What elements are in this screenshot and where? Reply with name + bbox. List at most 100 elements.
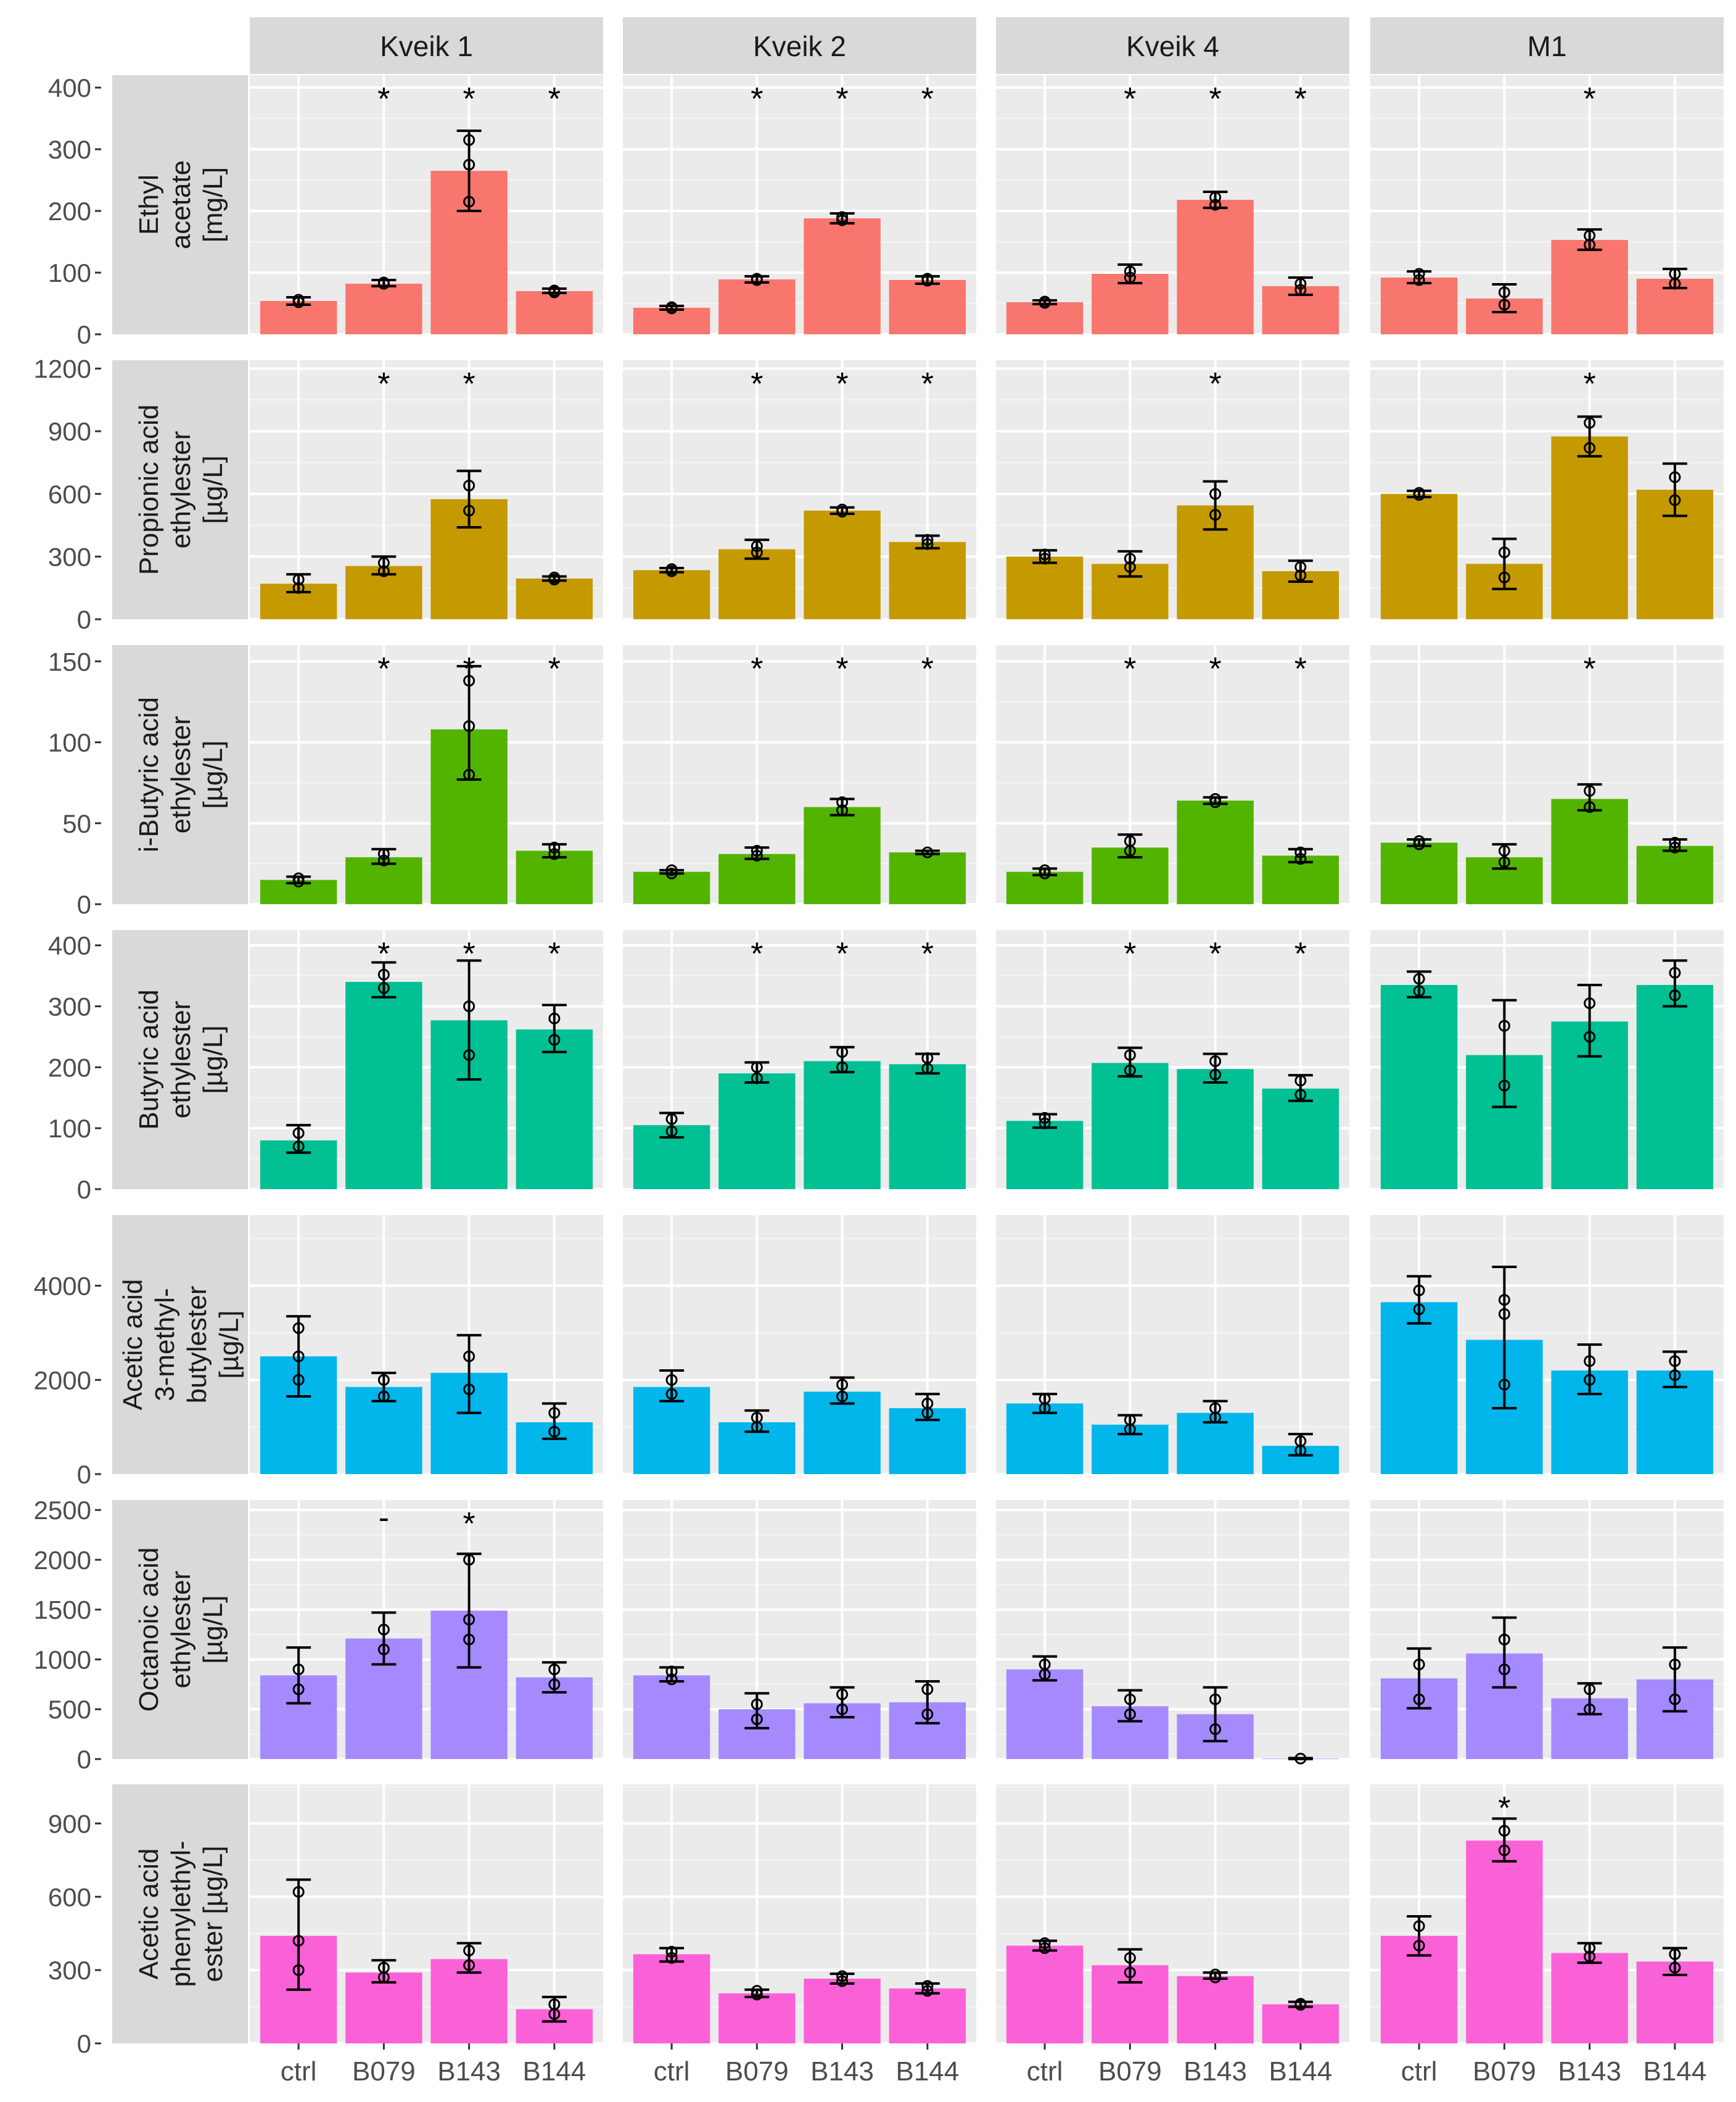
bar: [1551, 240, 1628, 334]
data-point: [1413, 1940, 1425, 1952]
y-tick-label: 900: [48, 1809, 91, 1838]
significance-mark: *: [463, 366, 475, 402]
facet-strip: [996, 17, 1349, 74]
data-point: [836, 1379, 849, 1391]
x-tick-label: ctrl: [1401, 2056, 1438, 2087]
bar: [516, 1029, 593, 1189]
data-point: [1413, 973, 1425, 985]
data-point: [377, 276, 390, 289]
significance-mark: *: [377, 651, 390, 687]
data-point: [1413, 835, 1425, 847]
x-tick-label: ctrl: [1027, 2056, 1063, 2087]
data-point: [1294, 284, 1307, 296]
data-point: [1584, 1942, 1596, 1954]
y-tick-label: 4000: [34, 1272, 91, 1301]
data-point: [1669, 1369, 1681, 1382]
row-strip-label: butylester: [182, 1286, 212, 1404]
bar: [889, 852, 966, 904]
data-point: [836, 1688, 849, 1700]
data-point: [1039, 1111, 1051, 1124]
y-tick-label: 1500: [34, 1596, 91, 1625]
data-point: [1294, 1074, 1307, 1087]
data-point: [463, 769, 475, 781]
data-point: [463, 1554, 475, 1566]
y-tick-label: 1200: [34, 355, 91, 384]
data-point: [1498, 1844, 1510, 1857]
x-tick-label: B144: [1269, 2056, 1332, 2087]
row-strip-label: ethylester: [166, 716, 196, 834]
row-strip-label: Propionic acid: [134, 405, 164, 575]
data-point: [921, 1052, 934, 1065]
row-strip: [112, 1784, 248, 2043]
data-point: [292, 872, 305, 884]
data-point: [1294, 278, 1307, 290]
row-strip-label: Octanoic acid: [134, 1548, 164, 1712]
data-point: [751, 540, 763, 552]
y-tick-label: 0: [77, 1175, 91, 1204]
bar: [1551, 1953, 1628, 2043]
data-point: [548, 571, 561, 583]
bar: [1177, 801, 1254, 904]
data-point: [1294, 569, 1307, 582]
data-point: [1669, 471, 1681, 484]
data-point: [665, 1665, 678, 1678]
data-point: [292, 1322, 305, 1334]
data-point: [1209, 488, 1222, 500]
row-strip-label: Ethyl: [134, 175, 164, 235]
bar: [1177, 200, 1254, 334]
data-point: [377, 854, 390, 867]
data-point: [1413, 1693, 1425, 1705]
y-tick-label: 0: [77, 320, 91, 349]
data-point: [548, 848, 561, 860]
significance-mark: *: [921, 81, 934, 117]
data-point: [463, 196, 475, 208]
row-strip-label: ethylester: [166, 431, 196, 549]
bar: [1551, 436, 1628, 619]
data-point: [1498, 1379, 1510, 1391]
x-tick-label: B079: [1473, 2056, 1536, 2087]
significance-mark: *: [1124, 651, 1136, 687]
row-strip-label-group: Acetic acid phenylethyl-ester [µg/L]: [134, 1840, 228, 1987]
data-point: [1669, 989, 1681, 1002]
data-point: [292, 1683, 305, 1696]
bar: [1006, 1669, 1084, 1759]
data-point: [836, 1061, 849, 1073]
data-point: [1294, 1752, 1307, 1765]
facet-strip-label: Kveik 2: [753, 30, 846, 62]
data-point: [921, 273, 934, 285]
bar: [1380, 984, 1458, 1189]
row-strip-label-group: i-Butyric acid ethylester [µg/L]: [134, 697, 228, 852]
significance-mark: *: [836, 81, 849, 117]
data-point: [548, 1425, 561, 1438]
data-point: [1209, 191, 1222, 204]
data-point: [665, 1113, 678, 1125]
data-point: [1209, 793, 1222, 805]
data-point: [1209, 1723, 1222, 1736]
data-point: [1584, 442, 1596, 454]
significance-mark: *: [548, 81, 561, 117]
data-point: [1039, 548, 1051, 561]
y-tick-label: 100: [48, 258, 91, 287]
data-point: [1669, 268, 1681, 280]
data-point: [1039, 1117, 1051, 1129]
significance-mark: -: [379, 1500, 389, 1536]
data-point: [1498, 1663, 1510, 1676]
data-point: [1039, 1659, 1051, 1671]
row-strip-label: ethylester: [166, 1001, 196, 1119]
data-point: [1124, 1952, 1136, 1964]
facet-strip-label: Kveik 4: [1126, 30, 1219, 62]
y-tick-label: 150: [48, 647, 91, 676]
data-point: [377, 968, 390, 981]
data-point: [1669, 1659, 1681, 1671]
bar: [345, 284, 422, 334]
data-point: [1294, 853, 1307, 865]
significance-mark: *: [1584, 651, 1596, 687]
data-point: [836, 1046, 849, 1058]
data-point: [921, 538, 934, 550]
data-point: [921, 846, 934, 859]
y-tick-label: 0: [77, 890, 91, 919]
data-point: [1209, 1055, 1222, 1067]
row-strip: [112, 1215, 248, 1474]
data-point: [1413, 1659, 1425, 1671]
data-point: [1413, 1303, 1425, 1316]
